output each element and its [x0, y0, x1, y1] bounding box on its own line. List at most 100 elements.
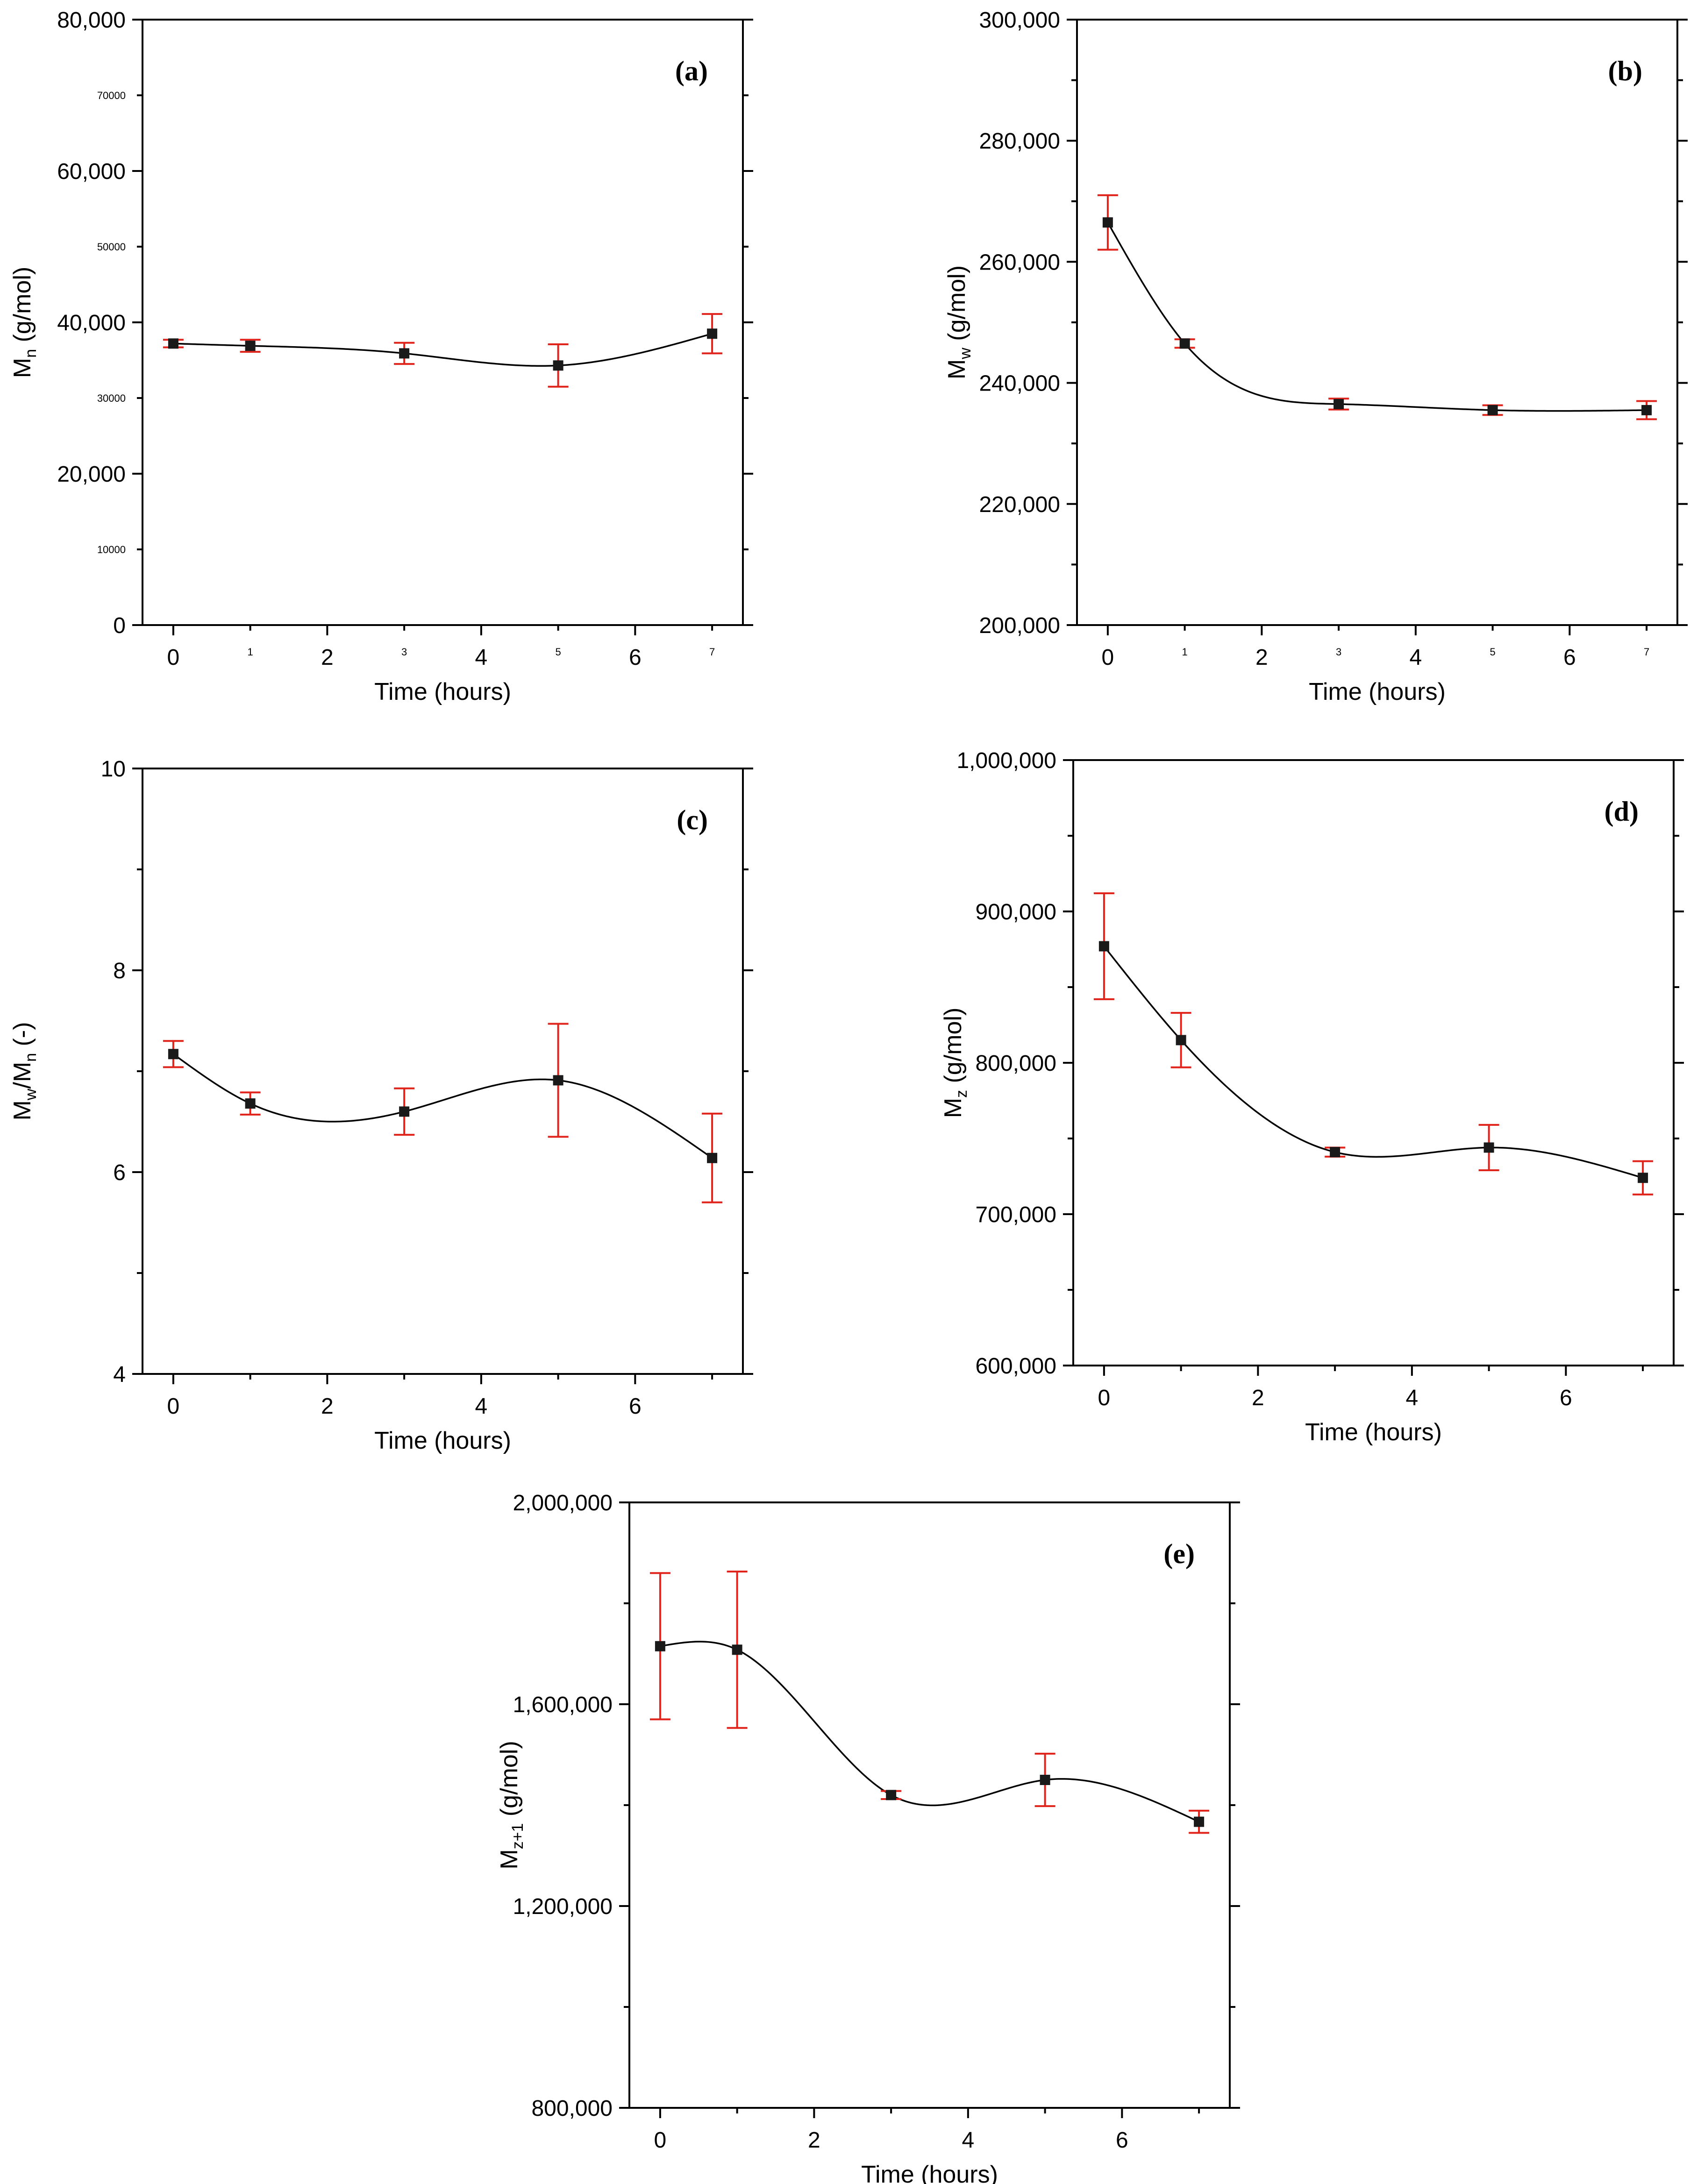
- x-axis-title: Time (hours): [1309, 678, 1446, 705]
- y-axis-title-part: M: [9, 1100, 36, 1120]
- y-axis-title-part: M: [943, 359, 970, 379]
- x-minor-tick-label: 5: [555, 646, 561, 658]
- y-minor-tick-label: 10000: [97, 544, 126, 555]
- y-axis-title: Mw/Mn (-): [9, 1022, 40, 1121]
- y-tick-label: 200,000: [979, 613, 1060, 638]
- panel-d: 0 2 4 6 600,000 700,000 800,000 900,000 1,000,00…: [940, 748, 1684, 1446]
- x-minor-tick-label: 3: [401, 646, 407, 658]
- panel-tag: (e): [1163, 1538, 1195, 1569]
- x-minor-tick-label: 7: [709, 646, 715, 658]
- y-tick-label: 600,000: [975, 1354, 1056, 1379]
- y-axis-title-part: /M: [9, 1062, 36, 1089]
- y-axis-title-part: (g/mol): [943, 265, 970, 348]
- fit-curve: [660, 1641, 1199, 1823]
- panel-a: 0 2 4 6 1 3 5 7 0 20,000 40,000 60,000 80,000 10000 30…: [9, 8, 753, 705]
- x-axis-title: Time (hours): [861, 2161, 998, 2184]
- data-point: [1194, 1816, 1205, 1827]
- data-point: [399, 348, 410, 359]
- x-axis-title: Time (hours): [374, 678, 511, 705]
- x-tick-label: 6: [629, 645, 642, 670]
- data-point: [1330, 1147, 1341, 1158]
- plot-frame: [1076, 19, 1678, 626]
- y-axis-title-part: M: [496, 1849, 523, 1869]
- fit-curve: [1103, 946, 1643, 1179]
- x-tick-label: 0: [1102, 645, 1114, 670]
- panel-b: 0 2 4 6 1 3 5 7 200,000 220,000 240,000 260,000 280,…: [943, 8, 1688, 705]
- x-tick-label: 0: [1098, 1386, 1111, 1410]
- y-tick-label: 280,000: [979, 129, 1060, 154]
- fit-curve: [1107, 222, 1647, 412]
- y-tick-label: 1,200,000: [513, 1894, 613, 1919]
- x-axis-title: Time (hours): [1305, 1419, 1442, 1446]
- y-tick-label: 8: [113, 959, 126, 983]
- plot-frame: [1072, 759, 1675, 1366]
- x-tick-label: 2: [1255, 645, 1268, 670]
- y-tick-label: 900,000: [975, 900, 1056, 925]
- data-point: [168, 1049, 178, 1060]
- x-tick-label: 0: [654, 2128, 667, 2153]
- y-tick-label: 2,000,000: [513, 1491, 613, 1515]
- y-axis-title-part: (g/mol): [9, 267, 36, 349]
- y-axis-title-part: (-): [9, 1022, 36, 1053]
- y-tick-label: 80,000: [57, 8, 126, 33]
- data-point: [1176, 1035, 1186, 1046]
- data-point: [168, 338, 178, 349]
- data-point: [1179, 338, 1190, 349]
- data-point: [245, 1098, 256, 1109]
- x-minor-tick-label: 1: [1182, 646, 1188, 658]
- data-point: [245, 341, 256, 351]
- data-point: [1102, 217, 1113, 228]
- data-point: [399, 1106, 410, 1117]
- x-minor-tick-label: 1: [248, 646, 253, 658]
- x-axis-title: Time (hours): [374, 1427, 511, 1454]
- y-tick-label: 6: [113, 1160, 126, 1185]
- x-tick-label: 4: [475, 645, 488, 670]
- y-axis-title-part: (g/mol): [940, 1008, 967, 1090]
- x-tick-label: 6: [629, 1394, 642, 1419]
- y-axis-title-subscript: z: [953, 1090, 970, 1098]
- y-tick-label: 10: [101, 757, 126, 782]
- y-tick-label: 40,000: [57, 311, 126, 335]
- panel-tag: (c): [677, 804, 708, 835]
- fit-curve: [172, 1053, 713, 1159]
- x-tick-label: 4: [1406, 1386, 1419, 1410]
- x-tick-label: 6: [1116, 2128, 1128, 2153]
- x-tick-label: 4: [475, 1394, 488, 1419]
- data-point: [1040, 1775, 1050, 1785]
- x-tick-label: 2: [808, 2128, 820, 2153]
- x-tick-label: 0: [167, 645, 180, 670]
- y-axis-title: Mz (g/mol): [940, 1008, 970, 1118]
- y-tick-label: 220,000: [979, 492, 1060, 517]
- data-point: [1638, 1173, 1648, 1183]
- data-point: [553, 1075, 563, 1086]
- data-point: [886, 1790, 897, 1800]
- data-point: [1098, 941, 1109, 952]
- y-axis-title-subscript: z+1: [509, 1823, 527, 1850]
- y-minor-tick-label: 50000: [97, 241, 126, 253]
- x-minor-tick-label: 7: [1644, 646, 1649, 658]
- plot-frame: [142, 768, 744, 1375]
- data-point: [1487, 405, 1498, 415]
- panel-tag: (b): [1608, 56, 1642, 86]
- y-tick-label: 260,000: [979, 250, 1060, 275]
- y-tick-label: 700,000: [975, 1202, 1056, 1227]
- data-point: [1483, 1142, 1494, 1153]
- y-tick-label: 0: [113, 613, 126, 638]
- y-axis-title-part: M: [940, 1098, 967, 1118]
- data-point: [732, 1644, 742, 1655]
- x-tick-label: 0: [167, 1394, 180, 1419]
- x-tick-label: 6: [1563, 645, 1576, 670]
- y-axis-title-subscript: n: [22, 349, 40, 358]
- y-minor-tick-label: 30000: [97, 392, 126, 404]
- y-tick-label: 800,000: [531, 2096, 613, 2121]
- y-axis-title: Mw (g/mol): [943, 265, 974, 379]
- y-tick-label: 1,600,000: [513, 1693, 613, 1717]
- y-tick-label: 20,000: [57, 462, 126, 487]
- x-minor-tick-label: 3: [1336, 646, 1341, 658]
- data-point: [1641, 405, 1652, 415]
- data-point: [1333, 398, 1344, 409]
- x-tick-label: 6: [1560, 1386, 1572, 1410]
- data-point: [707, 1152, 718, 1163]
- panel-e: 0 2 4 6 800,000 1,200,000 1,600,000 2,000,000 Ti…: [496, 1491, 1240, 2184]
- data-point: [655, 1641, 665, 1651]
